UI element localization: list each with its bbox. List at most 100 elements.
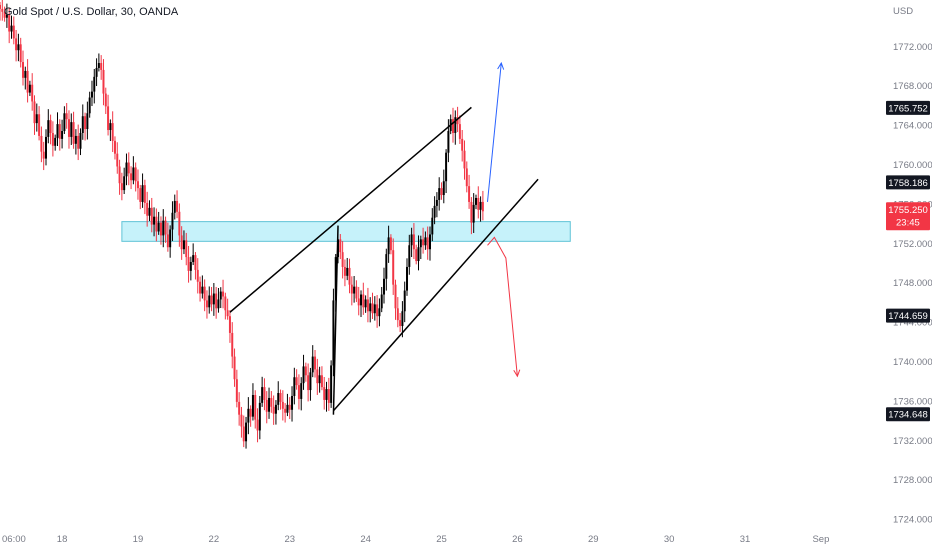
candle-body <box>224 296 227 311</box>
candle-body <box>44 136 47 159</box>
candle-body <box>81 116 84 133</box>
candle-body <box>261 387 264 403</box>
candle-body <box>300 383 303 399</box>
candle-body <box>270 397 273 407</box>
candle-body <box>369 303 372 312</box>
candle-body <box>474 197 477 205</box>
candle-body <box>146 202 149 216</box>
price-label-text: 1765.752 <box>888 103 928 114</box>
price-label-text: 1758.186 <box>888 178 928 189</box>
candle-body <box>320 375 323 388</box>
candle-body <box>314 356 317 370</box>
candle-body <box>90 91 93 98</box>
candle-body <box>86 113 89 130</box>
candle-body <box>26 70 29 93</box>
candle-body <box>366 299 369 312</box>
candle-body <box>378 308 381 317</box>
price-label-text: 1755.250 <box>888 205 928 216</box>
candle-body <box>97 63 100 68</box>
candle-body <box>284 408 287 413</box>
y-tick-label: 1744.000 <box>893 318 932 329</box>
candle-body <box>182 240 185 250</box>
candle-body <box>208 295 211 308</box>
candle-body <box>307 375 310 391</box>
candle-body <box>148 207 151 216</box>
price-label <box>886 175 930 190</box>
candle-body <box>74 135 77 144</box>
candle-body <box>35 114 38 124</box>
candle-body <box>447 131 450 153</box>
candles <box>0 0 484 449</box>
trend-line-upper-channel <box>229 106 472 313</box>
candle-body <box>143 185 146 203</box>
candle-body <box>376 304 379 317</box>
candle-body <box>281 401 284 409</box>
candle-body <box>435 199 438 206</box>
candle-body <box>470 201 473 223</box>
candle-body <box>355 286 358 299</box>
candle-body <box>157 222 160 232</box>
candle-body <box>463 150 466 169</box>
price-label <box>886 202 930 231</box>
candle-body <box>178 211 181 236</box>
candle-body <box>61 131 64 139</box>
candle-body <box>10 25 13 32</box>
candle-body <box>132 167 135 181</box>
candle-body <box>79 132 82 149</box>
candle-body <box>387 237 390 255</box>
candle-body <box>357 298 360 306</box>
candle-body <box>295 377 298 386</box>
x-tick-label: 06:00 <box>2 534 26 545</box>
candle-body <box>194 255 197 270</box>
candle-body <box>155 216 158 232</box>
candle-body <box>217 299 220 309</box>
candle-body <box>479 201 482 210</box>
candle-body <box>136 181 139 189</box>
candle-body <box>309 372 312 391</box>
candle-body <box>410 234 413 246</box>
candle-body <box>242 426 245 442</box>
candle-body <box>235 379 238 402</box>
candle-body <box>203 286 206 301</box>
candle-body <box>394 284 397 309</box>
candle-body <box>201 286 204 294</box>
candle-body <box>442 181 445 196</box>
candle-body <box>169 229 172 248</box>
candle-body <box>249 408 252 417</box>
candle-body <box>445 152 448 182</box>
candle-body <box>385 254 388 279</box>
candle-body <box>51 132 54 146</box>
candle-body <box>472 204 475 223</box>
candle-body <box>0 4 1 9</box>
candle-body <box>325 389 328 400</box>
candle-body <box>49 120 52 133</box>
candle-body <box>286 404 289 413</box>
y-tick-label: 1732.000 <box>893 436 932 447</box>
candle-body <box>15 38 18 51</box>
candle-body <box>454 117 457 133</box>
y-tick-label: 1740.000 <box>893 357 932 368</box>
candle-body <box>240 414 243 427</box>
candle-body <box>401 311 404 327</box>
candle-body <box>458 124 461 139</box>
candle-body <box>196 269 199 282</box>
candle-body <box>389 237 392 251</box>
candle-body <box>277 393 280 405</box>
candle-body <box>383 278 386 295</box>
candle-body <box>21 62 24 78</box>
candle-body <box>406 266 409 291</box>
candle-body <box>272 406 275 414</box>
price-label-text: 1744.659 <box>888 311 928 322</box>
candle-body <box>429 234 431 250</box>
candle-body <box>130 173 133 181</box>
candle-body <box>438 188 441 200</box>
candle-body <box>3 11 6 18</box>
y-tick-label: 1724.000 <box>893 515 932 526</box>
candle-body <box>332 300 335 366</box>
candle-body <box>412 234 415 250</box>
candle-body <box>263 387 266 400</box>
candle-body <box>180 235 183 250</box>
candle-body <box>219 291 222 300</box>
